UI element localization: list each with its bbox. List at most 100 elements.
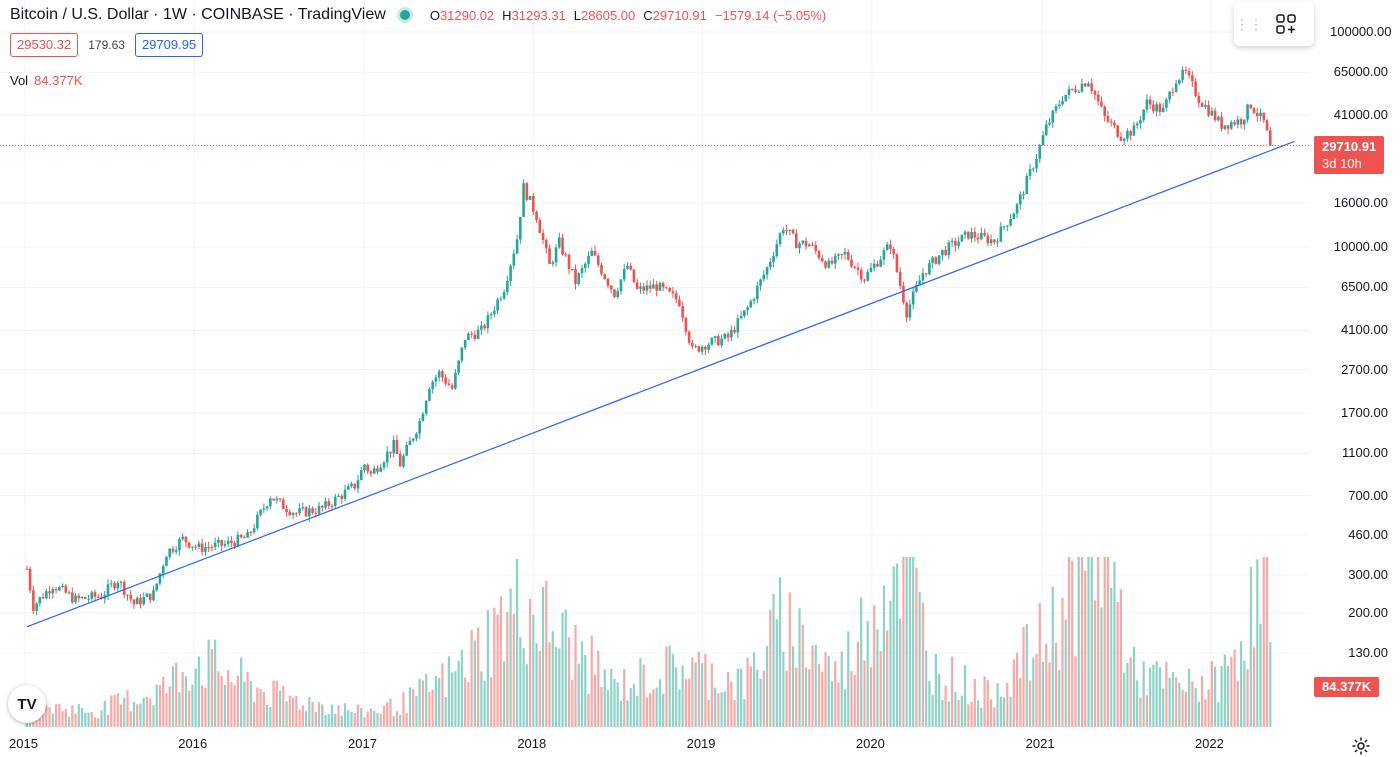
candle-body — [369, 471, 373, 474]
buy-button[interactable]: 29709.95 — [134, 33, 204, 57]
volume-bar — [1084, 570, 1087, 727]
volume-bar — [944, 685, 947, 727]
time-axis-label: 2016 — [178, 736, 208, 751]
candle-body — [538, 220, 542, 233]
volume-bar — [1158, 667, 1161, 727]
volume-bar — [558, 648, 561, 727]
candle-body — [1015, 204, 1019, 214]
volume-bar — [90, 712, 93, 727]
volume-bar — [876, 629, 879, 727]
volume-bar — [1152, 664, 1155, 727]
candle-body — [343, 489, 347, 499]
volume-bar — [1223, 654, 1226, 727]
volume-legend[interactable]: Vol 84.377K — [10, 73, 83, 88]
candle-body — [493, 310, 496, 315]
candle-body — [239, 534, 243, 538]
symbol-title[interactable]: Bitcoin / U.S. Dollar · 1W · COINBASE · … — [10, 6, 386, 23]
candle-body — [333, 496, 337, 506]
candle-body — [272, 498, 275, 501]
volume-bar — [814, 644, 817, 727]
candle-body — [622, 268, 626, 280]
volume-bar — [129, 711, 132, 727]
candle-body — [1165, 99, 1168, 108]
candle-body — [447, 383, 451, 386]
price-axis-label: 16000.00 — [1333, 195, 1388, 211]
candle-body — [113, 583, 116, 589]
candle-body — [522, 183, 525, 217]
candle-body — [398, 453, 402, 467]
volume-bar — [564, 609, 567, 727]
candle-body — [957, 241, 960, 246]
volume-bar — [473, 640, 476, 727]
candle-body — [691, 342, 694, 347]
candle-body — [1074, 89, 1077, 92]
volume-bar — [947, 701, 950, 727]
candle-body — [1057, 104, 1061, 107]
volume-bar — [343, 703, 347, 727]
volume-bar — [1252, 647, 1256, 727]
trendline[interactable] — [26, 140, 1295, 628]
drag-handle-icon[interactable]: ⋮⋮ — [1235, 15, 1263, 32]
candle-body — [759, 279, 762, 286]
volume-bar — [110, 695, 113, 727]
layout-plus-icon[interactable] — [1264, 2, 1308, 46]
volume-bar — [197, 656, 201, 727]
candle-body — [1268, 130, 1272, 146]
volume-bar — [850, 671, 853, 727]
volume-bar — [1093, 600, 1097, 727]
layout-plus-glyph — [1276, 14, 1296, 34]
candle-body — [756, 285, 759, 299]
candle-body — [1129, 131, 1132, 136]
volume-bar — [756, 669, 759, 727]
sell-button[interactable]: 29530.32 — [10, 33, 79, 57]
volume-bar — [285, 701, 288, 727]
candle-body — [996, 241, 999, 243]
volume-bar — [249, 681, 252, 727]
candle-body — [960, 234, 964, 242]
volume-bar — [210, 649, 214, 727]
candle-body — [554, 247, 558, 263]
chart-toolbar: ⋮⋮ — [1234, 2, 1314, 46]
price-axis-label: 10000.00 — [1333, 239, 1388, 255]
candle-body — [142, 597, 146, 605]
candle-body — [1204, 104, 1207, 107]
candle-body — [846, 251, 850, 260]
volume-bar — [717, 693, 720, 727]
volume-bar — [418, 678, 421, 727]
candle-body — [51, 589, 55, 594]
volume-bar — [246, 671, 249, 727]
candle-body — [405, 445, 409, 456]
spread-value: 179.63 — [88, 38, 125, 52]
candle-body — [126, 594, 129, 596]
candle-body — [181, 536, 184, 540]
candle-body — [1038, 145, 1042, 159]
volume-bar — [116, 693, 119, 727]
volume-bar — [762, 670, 765, 727]
candle-body — [233, 542, 236, 547]
volume-bar — [522, 647, 525, 727]
candle-body — [278, 498, 282, 500]
volume-bar — [697, 651, 700, 727]
price-axis-label: 65000.00 — [1333, 64, 1388, 80]
volume-bar — [1210, 661, 1213, 727]
candle-body — [983, 232, 986, 236]
volume-bar — [1090, 557, 1093, 727]
volume-bar — [1145, 695, 1149, 727]
candle-body — [713, 336, 717, 339]
candle-body — [489, 314, 493, 316]
candle-body — [632, 269, 636, 283]
tradingview-logo[interactable]: TV — [8, 685, 46, 723]
low-value: 28605.00 — [581, 7, 636, 23]
gear-icon[interactable] — [1350, 735, 1372, 757]
candle-body — [778, 233, 782, 245]
candle-body — [1249, 104, 1253, 109]
volume-bar — [321, 704, 324, 727]
candle-body — [191, 546, 194, 548]
candle-body — [116, 582, 120, 589]
last-price-tag: 29710.91 3d 10h — [1314, 136, 1385, 174]
volume-bar — [538, 651, 541, 727]
volume-bar — [1213, 666, 1217, 727]
volume-bar — [311, 701, 314, 727]
candle-body — [450, 385, 454, 389]
